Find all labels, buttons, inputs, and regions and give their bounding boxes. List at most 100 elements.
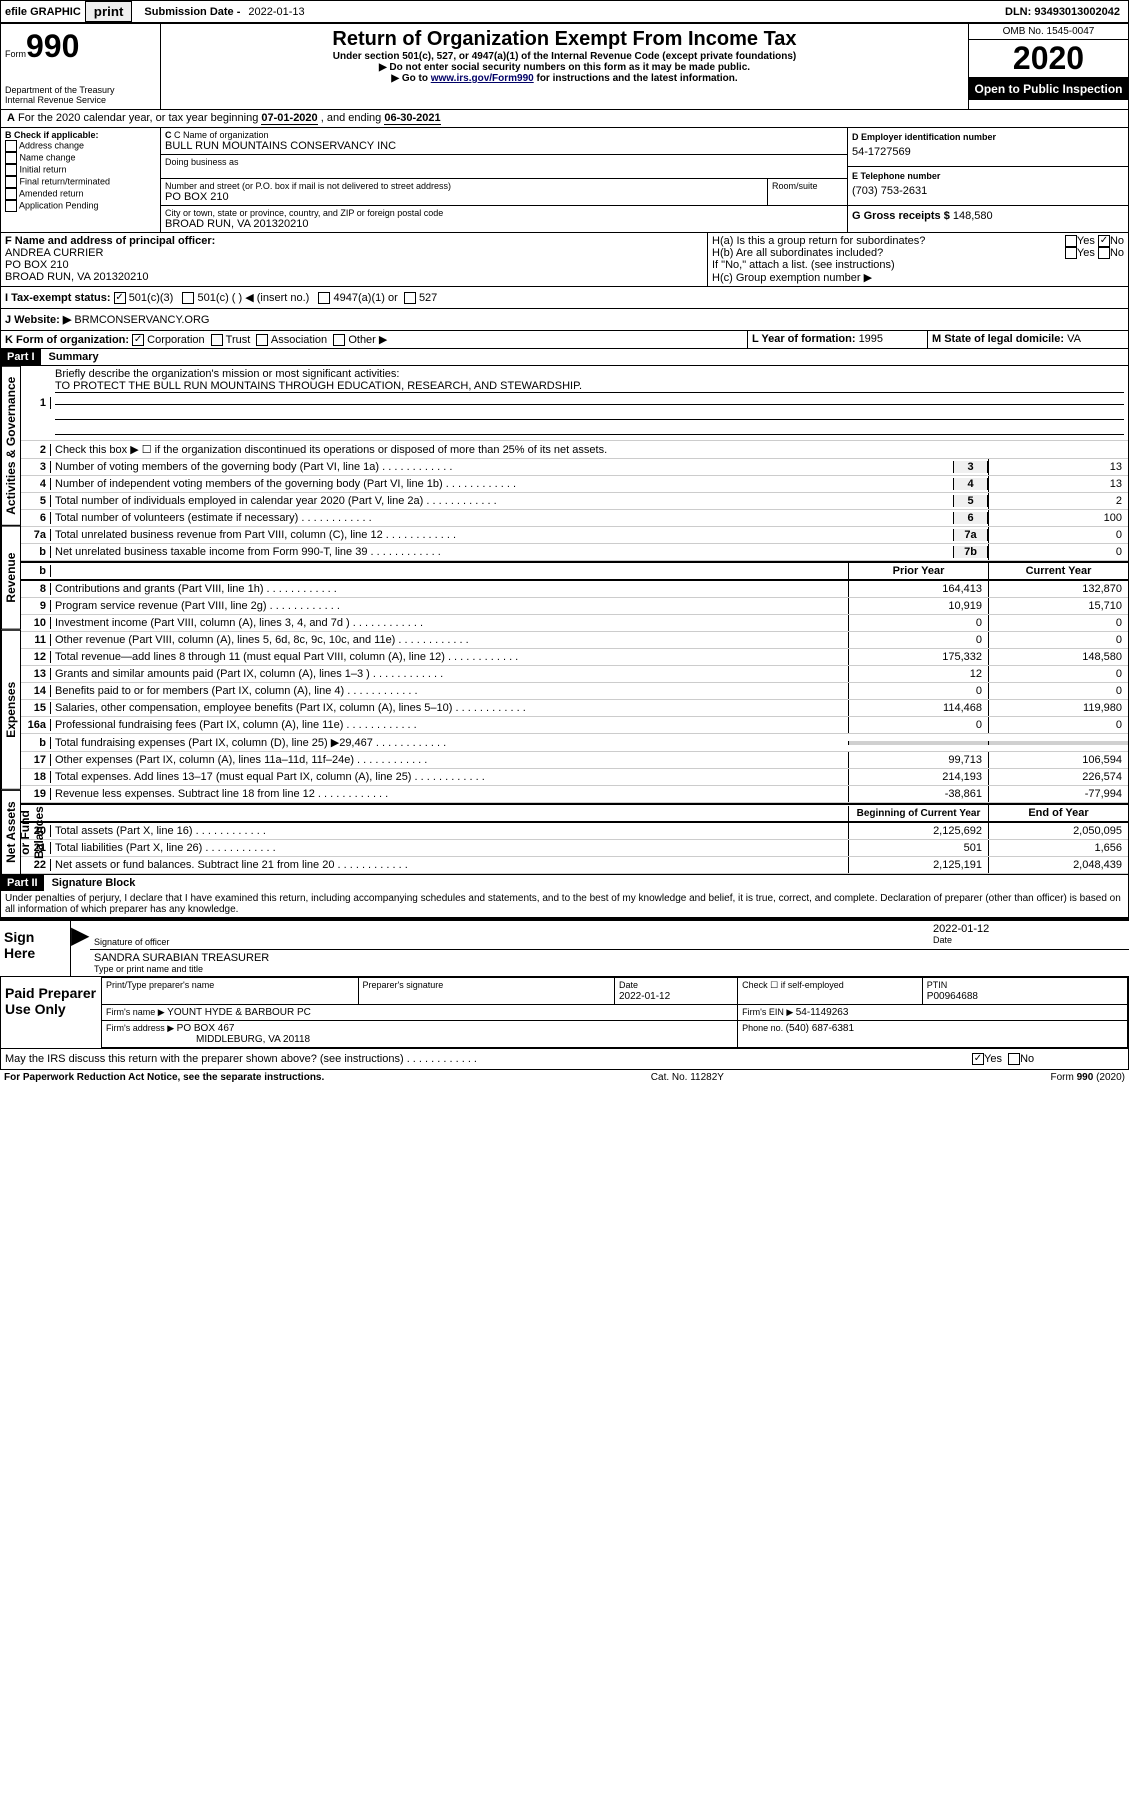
box-f: F Name and address of principal officer:… bbox=[1, 233, 708, 286]
box-c: C C Name of organization BULL RUN MOUNTA… bbox=[161, 128, 848, 232]
gross-receipts: 148,580 bbox=[953, 210, 993, 222]
firm-name: YOUNT HYDE & BARBOUR PC bbox=[167, 1007, 311, 1018]
website-row: J Website: ▶ BRMCONSERVANCY.ORG bbox=[0, 309, 1129, 331]
other-checkbox[interactable] bbox=[333, 334, 345, 346]
part1-body: Activities & Governance Revenue Expenses… bbox=[0, 365, 1129, 875]
org-city: BROAD RUN, VA 201320210 bbox=[165, 218, 843, 230]
discuss-no-checkbox[interactable] bbox=[1008, 1053, 1020, 1065]
corp-checkbox[interactable]: ✓ bbox=[132, 334, 144, 346]
firm-phone: (540) 687-6381 bbox=[786, 1023, 854, 1034]
paid-preparer-block: Paid Preparer Use Only Print/Type prepar… bbox=[0, 976, 1129, 1049]
form-header-right: OMB No. 1545-0047 2020 Open to Public In… bbox=[968, 24, 1128, 109]
4947-checkbox[interactable] bbox=[318, 292, 330, 304]
print-button[interactable]: print bbox=[85, 1, 133, 22]
expense-row: 13Grants and similar amounts paid (Part … bbox=[21, 666, 1128, 683]
revenue-row: 11Other revenue (Part VIII, column (A), … bbox=[21, 632, 1128, 649]
perjury-text: Under penalties of perjury, I declare th… bbox=[0, 891, 1129, 918]
signature-date: 2022-01-12 bbox=[933, 923, 1125, 935]
form-title: Return of Organization Exempt From Incom… bbox=[165, 28, 964, 51]
ha-no-checkbox[interactable]: ✓ bbox=[1098, 235, 1110, 247]
expense-row: 16aProfessional fundraising fees (Part I… bbox=[21, 717, 1128, 734]
box-b-checkbox[interactable] bbox=[5, 152, 17, 164]
gov-row: 4Number of independent voting members of… bbox=[21, 476, 1128, 493]
form-subtitle-1: Under section 501(c), 527, or 4947(a)(1)… bbox=[165, 51, 964, 62]
box-b-checkbox[interactable] bbox=[5, 140, 17, 152]
form-subtitle-3: ▶ Go to www.irs.gov/Form990 for instruct… bbox=[165, 73, 964, 84]
gov-row: 3Number of voting members of the governi… bbox=[21, 459, 1128, 476]
org-address: PO BOX 210 bbox=[165, 191, 763, 203]
submission-date: 2022-01-13 bbox=[244, 6, 308, 18]
form-number: 990 bbox=[26, 28, 79, 64]
expense-row: 19Revenue less expenses. Subtract line 1… bbox=[21, 786, 1128, 803]
form-subtitle-2: ▶ Do not enter social security numbers o… bbox=[165, 62, 964, 73]
officer-name: SANDRA SURABIAN TREASURER bbox=[94, 952, 1125, 964]
box-b-checkbox[interactable] bbox=[5, 200, 17, 212]
box-b-checkbox[interactable] bbox=[5, 164, 17, 176]
discuss-yes-checkbox[interactable]: ✓ bbox=[972, 1053, 984, 1065]
expense-row: bTotal fundraising expenses (Part IX, co… bbox=[21, 734, 1128, 752]
hb-no-checkbox[interactable] bbox=[1098, 247, 1110, 259]
ha-yes-checkbox[interactable] bbox=[1065, 235, 1077, 247]
gov-row: 5Total number of individuals employed in… bbox=[21, 493, 1128, 510]
mission-text: TO PROTECT THE BULL RUN MOUNTAINS THROUG… bbox=[55, 380, 1124, 393]
entity-info-row: B Check if applicable: Address change Na… bbox=[0, 128, 1129, 233]
netassets-row: 22Net assets or fund balances. Subtract … bbox=[21, 857, 1128, 874]
box-b-checkbox[interactable] bbox=[5, 188, 17, 200]
part2-header: Part II Signature Block bbox=[0, 875, 1129, 891]
ptin: P00964688 bbox=[927, 991, 978, 1002]
expense-row: 18Total expenses. Add lines 13–17 (must … bbox=[21, 769, 1128, 786]
irs-link[interactable]: www.irs.gov/Form990 bbox=[431, 73, 534, 84]
ein: 54-1727569 bbox=[852, 142, 1124, 162]
revenue-row: 12Total revenue—add lines 8 through 11 (… bbox=[21, 649, 1128, 666]
org-form-row: K Form of organization: ✓ Corporation Tr… bbox=[0, 331, 1129, 349]
527-checkbox[interactable] bbox=[404, 292, 416, 304]
gov-row: bNet unrelated business taxable income f… bbox=[21, 544, 1128, 561]
period-row: A For the 2020 calendar year, or tax yea… bbox=[0, 110, 1129, 128]
revenue-header-row: b Prior Year Current Year bbox=[21, 561, 1128, 581]
q2-row: 2Check this box ▶ ☐ if the organization … bbox=[21, 441, 1128, 459]
discuss-row: May the IRS discuss this return with the… bbox=[0, 1049, 1129, 1070]
netassets-header-row: Beginning of Current Year End of Year bbox=[21, 803, 1128, 823]
phone: (703) 753-2631 bbox=[852, 181, 1124, 201]
top-header-bar: efile GRAPHIC print Submission Date - 20… bbox=[0, 0, 1129, 23]
expense-row: 14Benefits paid to or for members (Part … bbox=[21, 683, 1128, 700]
trust-checkbox[interactable] bbox=[211, 334, 223, 346]
q1-row: 1 Briefly describe the organization's mi… bbox=[21, 366, 1128, 441]
expense-row: 15Salaries, other compensation, employee… bbox=[21, 700, 1128, 717]
assoc-checkbox[interactable] bbox=[256, 334, 268, 346]
revenue-row: 8Contributions and grants (Part VIII, li… bbox=[21, 581, 1128, 598]
netassets-row: 20Total assets (Part X, line 16)2,125,69… bbox=[21, 823, 1128, 840]
firm-ein: 54-1149263 bbox=[796, 1007, 849, 1018]
gov-row: 6Total number of volunteers (estimate if… bbox=[21, 510, 1128, 527]
tax-year: 2020 bbox=[969, 40, 1128, 78]
form-header-left: Form990 Department of the Treasury Inter… bbox=[1, 24, 161, 109]
revenue-row: 9Program service revenue (Part VIII, lin… bbox=[21, 598, 1128, 615]
org-name: BULL RUN MOUNTAINS CONSERVANCY INC bbox=[165, 140, 843, 152]
expense-row: 17Other expenses (Part IX, column (A), l… bbox=[21, 752, 1128, 769]
omb-number: OMB No. 1545-0047 bbox=[969, 24, 1128, 40]
vtext-expenses: Expenses bbox=[1, 630, 21, 790]
sign-here-block: Sign Here ▶ Signature of officer 2022-01… bbox=[0, 918, 1129, 976]
part1-header: Part I Summary bbox=[0, 349, 1129, 365]
box-h: H(a) Is this a group return for subordin… bbox=[708, 233, 1128, 286]
footer: For Paperwork Reduction Act Notice, see … bbox=[0, 1070, 1129, 1085]
box-b-checkbox[interactable] bbox=[5, 176, 17, 188]
submission-date-label: Submission Date - bbox=[140, 6, 244, 18]
501c3-checkbox[interactable]: ✓ bbox=[114, 292, 126, 304]
year-formation: 1995 bbox=[859, 333, 883, 345]
officer-row: F Name and address of principal officer:… bbox=[0, 233, 1129, 287]
dept-treasury: Department of the Treasury Internal Reve… bbox=[5, 85, 156, 105]
hb-yes-checkbox[interactable] bbox=[1065, 247, 1077, 259]
dln: DLN: 93493013002042 bbox=[1005, 6, 1128, 18]
form-header: Form990 Department of the Treasury Inter… bbox=[0, 23, 1129, 110]
form-header-center: Return of Organization Exempt From Incom… bbox=[161, 24, 968, 109]
box-deg: D Employer identification number 54-1727… bbox=[848, 128, 1128, 232]
netassets-row: 21Total liabilities (Part X, line 26)501… bbox=[21, 840, 1128, 857]
vtext-revenue: Revenue bbox=[1, 526, 21, 630]
tax-status-row: I Tax-exempt status: ✓ 501(c)(3) 501(c) … bbox=[0, 287, 1129, 309]
state-domicile: VA bbox=[1067, 333, 1081, 345]
website: BRMCONSERVANCY.ORG bbox=[74, 314, 209, 326]
501c-checkbox[interactable] bbox=[182, 292, 194, 304]
gov-row: 7aTotal unrelated business revenue from … bbox=[21, 527, 1128, 544]
sign-arrow-icon: ▶ bbox=[70, 921, 90, 976]
